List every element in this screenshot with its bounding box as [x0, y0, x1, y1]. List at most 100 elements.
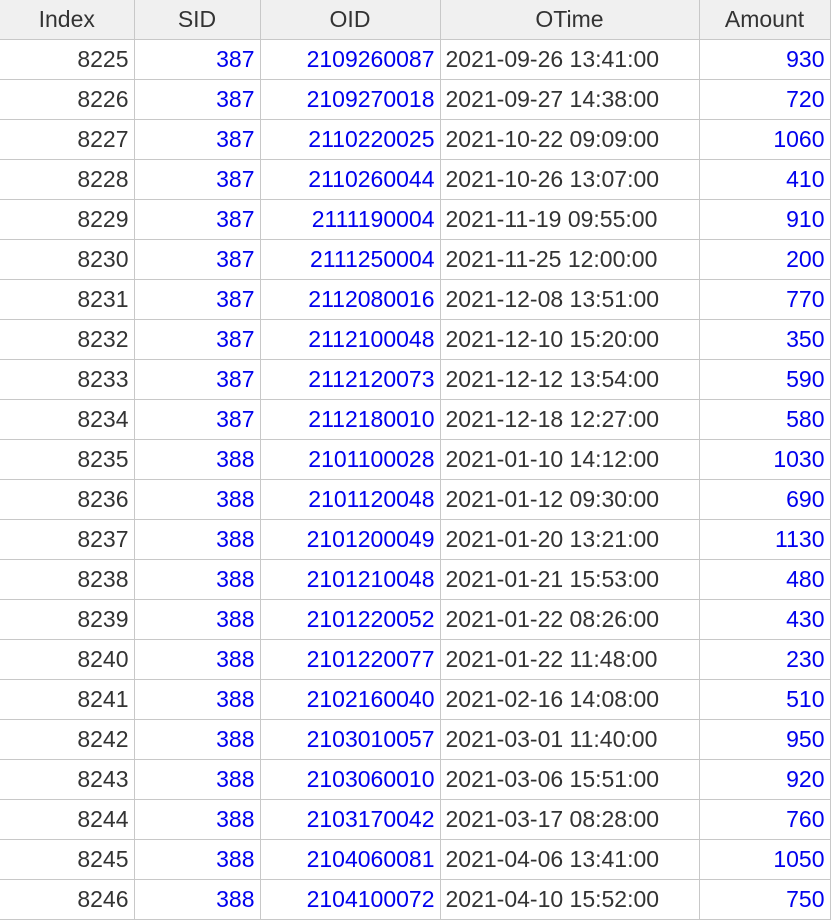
cell-oid[interactable]: 2112120073	[259, 358, 441, 400]
cell-sid[interactable]: 388	[133, 758, 261, 800]
table-row[interactable]: 8229 387 2111190004 2021-11-19 09:55:00 910	[0, 198, 831, 240]
cell-sid[interactable]: 387	[133, 118, 261, 160]
cell-index[interactable]: 8246	[0, 878, 135, 920]
cell-amount[interactable]: 430	[698, 598, 831, 640]
cell-amount[interactable]: 930	[698, 38, 831, 80]
table-row[interactable]: 8233 387 2112120073 2021-12-12 13:54:00 590	[0, 358, 831, 400]
cell-amount[interactable]: 1050	[698, 838, 831, 880]
cell-oid[interactable]: 2101220077	[259, 638, 441, 680]
cell-amount[interactable]: 1060	[698, 118, 831, 160]
cell-otime[interactable]: 2021-01-10 14:12:00	[439, 438, 700, 480]
cell-oid[interactable]: 2101120048	[259, 478, 441, 520]
table-row[interactable]: 8238 388 2101210048 2021-01-21 15:53:00 480	[0, 558, 831, 600]
cell-oid[interactable]: 2110220025	[259, 118, 441, 160]
cell-index[interactable]: 8228	[0, 158, 135, 200]
cell-index[interactable]: 8233	[0, 358, 135, 400]
cell-otime[interactable]: 2021-10-22 09:09:00	[439, 118, 700, 160]
table-row[interactable]: 8241 388 2102160040 2021-02-16 14:08:00 510	[0, 678, 831, 720]
cell-oid[interactable]: 2112080016	[259, 278, 441, 320]
cell-oid[interactable]: 2103170042	[259, 798, 441, 840]
cell-otime[interactable]: 2021-12-08 13:51:00	[439, 278, 700, 320]
cell-index[interactable]: 8238	[0, 558, 135, 600]
cell-otime[interactable]: 2021-11-19 09:55:00	[439, 198, 700, 240]
cell-amount[interactable]: 720	[698, 78, 831, 120]
table-row[interactable]: 8245 388 2104060081 2021-04-06 13:41:00 1050	[0, 838, 831, 880]
header-otime[interactable]: OTime	[439, 0, 700, 40]
cell-sid[interactable]: 387	[133, 198, 261, 240]
cell-otime[interactable]: 2021-03-17 08:28:00	[439, 798, 700, 840]
cell-oid[interactable]: 2104100072	[259, 878, 441, 920]
cell-otime[interactable]: 2021-09-27 14:38:00	[439, 78, 700, 120]
cell-index[interactable]: 8226	[0, 78, 135, 120]
cell-index[interactable]: 8237	[0, 518, 135, 560]
cell-oid[interactable]: 2104060081	[259, 838, 441, 880]
cell-index[interactable]: 8235	[0, 438, 135, 480]
cell-sid[interactable]: 387	[133, 238, 261, 280]
cell-oid[interactable]: 2111190004	[259, 198, 441, 240]
cell-otime[interactable]: 2021-12-10 15:20:00	[439, 318, 700, 360]
cell-sid[interactable]: 388	[133, 678, 261, 720]
cell-otime[interactable]: 2021-10-26 13:07:00	[439, 158, 700, 200]
cell-amount[interactable]: 770	[698, 278, 831, 320]
cell-sid[interactable]: 387	[133, 358, 261, 400]
header-sid[interactable]: SID	[133, 0, 261, 40]
cell-otime[interactable]: 2021-01-22 08:26:00	[439, 598, 700, 640]
cell-index[interactable]: 8239	[0, 598, 135, 640]
cell-index[interactable]: 8240	[0, 638, 135, 680]
cell-oid[interactable]: 2103010057	[259, 718, 441, 760]
cell-otime[interactable]: 2021-04-06 13:41:00	[439, 838, 700, 880]
cell-index[interactable]: 8245	[0, 838, 135, 880]
cell-otime[interactable]: 2021-11-25 12:00:00	[439, 238, 700, 280]
table-row[interactable]: 8226 387 2109270018 2021-09-27 14:38:00 720	[0, 78, 831, 120]
cell-sid[interactable]: 388	[133, 718, 261, 760]
cell-oid[interactable]: 2112180010	[259, 398, 441, 440]
cell-index[interactable]: 8242	[0, 718, 135, 760]
cell-amount[interactable]: 910	[698, 198, 831, 240]
cell-index[interactable]: 8229	[0, 198, 135, 240]
table-row[interactable]: 8225 387 2109260087 2021-09-26 13:41:00 930	[0, 38, 831, 80]
table-row[interactable]: 8243 388 2103060010 2021-03-06 15:51:00 920	[0, 758, 831, 800]
cell-oid[interactable]: 2111250004	[259, 238, 441, 280]
cell-index[interactable]: 8232	[0, 318, 135, 360]
cell-oid[interactable]: 2112100048	[259, 318, 441, 360]
cell-sid[interactable]: 388	[133, 798, 261, 840]
table-row[interactable]: 8242 388 2103010057 2021-03-01 11:40:00 950	[0, 718, 831, 760]
table-row[interactable]: 8240 388 2101220077 2021-01-22 11:48:00 230	[0, 638, 831, 680]
cell-index[interactable]: 8234	[0, 398, 135, 440]
cell-amount[interactable]: 1030	[698, 438, 831, 480]
cell-sid[interactable]: 388	[133, 598, 261, 640]
cell-otime[interactable]: 2021-12-18 12:27:00	[439, 398, 700, 440]
header-oid[interactable]: OID	[259, 0, 441, 40]
cell-amount[interactable]: 920	[698, 758, 831, 800]
table-row[interactable]: 8232 387 2112100048 2021-12-10 15:20:00 350	[0, 318, 831, 360]
cell-otime[interactable]: 2021-09-26 13:41:00	[439, 38, 700, 80]
table-row[interactable]: 8239 388 2101220052 2021-01-22 08:26:00 430	[0, 598, 831, 640]
cell-oid[interactable]: 2110260044	[259, 158, 441, 200]
table-row[interactable]: 8246 388 2104100072 2021-04-10 15:52:00 750	[0, 878, 831, 920]
cell-oid[interactable]: 2103060010	[259, 758, 441, 800]
table-row[interactable]: 8231 387 2112080016 2021-12-08 13:51:00 770	[0, 278, 831, 320]
cell-amount[interactable]: 350	[698, 318, 831, 360]
cell-sid[interactable]: 388	[133, 838, 261, 880]
header-index[interactable]: Index	[0, 0, 135, 40]
cell-otime[interactable]: 2021-04-10 15:52:00	[439, 878, 700, 920]
table-row[interactable]: 8228 387 2110260044 2021-10-26 13:07:00 410	[0, 158, 831, 200]
table-row[interactable]: 8235 388 2101100028 2021-01-10 14:12:00 1030	[0, 438, 831, 480]
cell-otime[interactable]: 2021-01-22 11:48:00	[439, 638, 700, 680]
cell-sid[interactable]: 388	[133, 438, 261, 480]
cell-oid[interactable]: 2101220052	[259, 598, 441, 640]
cell-amount[interactable]: 690	[698, 478, 831, 520]
cell-otime[interactable]: 2021-03-01 11:40:00	[439, 718, 700, 760]
cell-sid[interactable]: 388	[133, 518, 261, 560]
cell-sid[interactable]: 387	[133, 158, 261, 200]
cell-index[interactable]: 8227	[0, 118, 135, 160]
table-row[interactable]: 8237 388 2101200049 2021-01-20 13:21:00 1130	[0, 518, 831, 560]
cell-index[interactable]: 8244	[0, 798, 135, 840]
cell-amount[interactable]: 410	[698, 158, 831, 200]
cell-otime[interactable]: 2021-01-20 13:21:00	[439, 518, 700, 560]
table-row[interactable]: 8236 388 2101120048 2021-01-12 09:30:00 690	[0, 478, 831, 520]
cell-amount[interactable]: 200	[698, 238, 831, 280]
cell-index[interactable]: 8225	[0, 38, 135, 80]
cell-sid[interactable]: 388	[133, 478, 261, 520]
cell-sid[interactable]: 388	[133, 558, 261, 600]
